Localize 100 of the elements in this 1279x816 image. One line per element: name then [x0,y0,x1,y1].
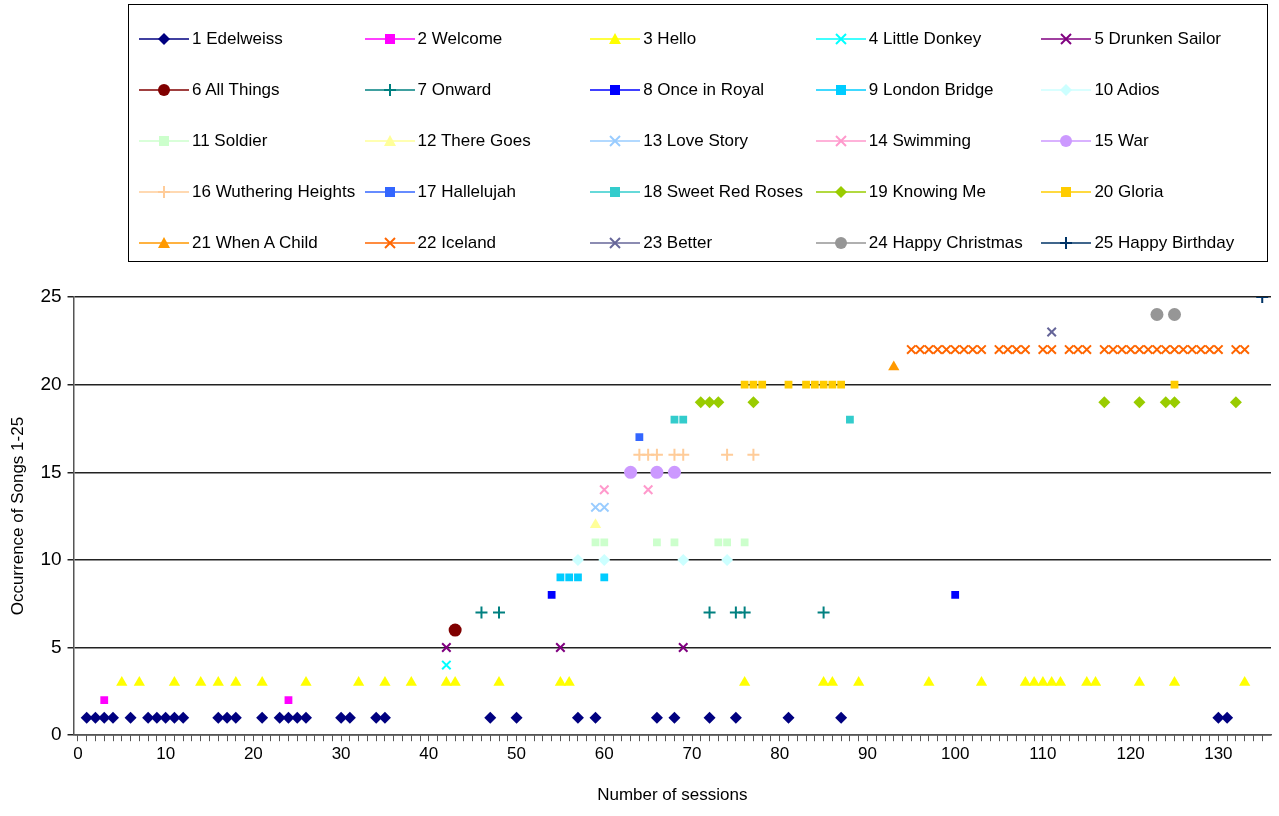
point [941,344,952,355]
x-tick-label: 70 [682,744,702,764]
point [474,605,489,620]
point [565,573,574,582]
point [448,623,462,637]
point [256,676,268,686]
point [721,553,734,566]
point [1221,711,1234,724]
point [353,676,365,686]
point [668,711,681,724]
point [1089,676,1102,686]
x-tick-label: 120 [1116,744,1145,764]
point [846,415,854,424]
point [256,711,269,724]
point [826,676,838,686]
point [712,396,725,409]
point [1213,344,1224,355]
point [642,484,654,496]
point [1002,344,1014,355]
point [677,553,690,566]
point [571,553,584,566]
point [746,447,761,462]
point [729,711,742,724]
point [853,676,865,686]
point [1168,676,1181,686]
point [100,696,109,705]
point [694,396,707,409]
point [1229,396,1242,409]
point [740,380,749,389]
legend-label: 16 Wuthering Heights [192,181,356,202]
point [1063,344,1075,355]
legend-label: 2 Welcome [417,28,503,49]
point [563,676,575,686]
point [932,344,943,355]
y-tick-label: 15 [40,460,62,482]
point [589,711,602,724]
point [703,711,716,724]
point [951,591,960,599]
point [1239,676,1251,686]
y-axis-title: Occurrence of Songs 1-25 [7,416,27,616]
point [1020,344,1031,355]
point [993,344,1005,355]
point [300,711,313,724]
point [168,676,181,686]
point [1072,344,1084,355]
point [405,676,417,686]
point [784,380,793,389]
point [670,415,679,424]
y-tick-label: 5 [50,635,62,657]
point [449,676,461,686]
point [107,711,120,724]
legend-label: 6 All Things [192,79,280,100]
x-tick-label: 100 [941,744,970,764]
legend-label: 15 War [1094,130,1149,151]
legend-label: 19 Knowing Me [868,181,986,202]
point [589,518,602,529]
point [677,642,689,653]
y-tick-label: 10 [40,548,62,570]
x-tick-label: 90 [858,744,877,764]
point [1099,344,1110,355]
point [906,344,917,355]
point [749,380,758,389]
point [1046,344,1057,355]
x-tick-label: 110 [1029,744,1057,764]
point [958,344,970,355]
point [124,711,137,724]
legend-label: 13 Love Story [643,130,749,151]
point [923,676,935,686]
point [177,711,190,724]
legend-label: 23 Better [643,232,713,253]
point [782,711,795,724]
point [547,591,556,599]
legend-label: 18 Sweet Red Roses [643,181,803,202]
point [888,360,900,371]
point [284,696,293,705]
point [300,676,312,686]
point [835,711,848,724]
point [1160,344,1171,355]
x-tick-label: 40 [419,744,439,764]
point [1125,344,1136,355]
legend-label: 3 Hello [643,28,697,49]
x-tick-label: 80 [770,744,790,764]
legend-label: 24 Happy Christmas [868,232,1023,253]
point [484,711,497,724]
point [1150,308,1164,322]
x-tick-label: 130 [1204,744,1233,764]
point [1159,396,1172,409]
point [598,553,611,566]
x-axis-title: Number of sessions [597,785,748,805]
point [667,465,681,479]
point [600,538,609,547]
point [837,380,846,389]
point [441,659,452,671]
point [1186,344,1198,355]
point [574,573,582,582]
point [967,344,978,355]
x-tick-label: 30 [331,744,351,764]
legend-label: 25 Happy Birthday [1094,232,1235,253]
point [510,711,523,724]
point [1028,676,1040,686]
